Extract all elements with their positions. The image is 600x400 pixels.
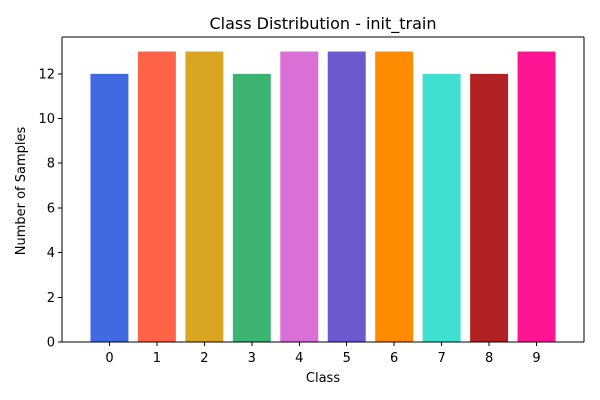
x-tick-label-7: 7 [437, 351, 445, 366]
x-tick-label-8: 8 [485, 351, 493, 366]
x-axis-label: Class [306, 371, 340, 386]
x-tick-label-4: 4 [295, 351, 303, 366]
x-tick-label-9: 9 [532, 351, 540, 366]
bar-class-4 [280, 51, 319, 343]
bar-class-7 [422, 73, 461, 343]
bar-class-9 [517, 51, 556, 343]
x-tick-label-0: 0 [105, 351, 113, 366]
bar-class-6 [375, 51, 414, 343]
x-tick-label-2: 2 [200, 351, 208, 366]
y-axis-label: Number of Samples [14, 127, 29, 256]
bar-class-3 [232, 73, 271, 343]
y-tick-label-8: 8 [47, 157, 55, 172]
bar-class-2 [185, 51, 224, 343]
chart-title: Class Distribution - init_train [209, 14, 436, 34]
bar-class-0 [90, 73, 129, 343]
x-tick-label-5: 5 [343, 351, 351, 366]
bar-class-1 [137, 51, 176, 343]
x-tick-label-1: 1 [153, 351, 161, 366]
x-tick-label-3: 3 [248, 351, 256, 366]
bar-class-8 [470, 73, 509, 343]
x-tick-label-6: 6 [390, 351, 398, 366]
y-tick-label-10: 10 [38, 112, 55, 127]
bar-class-5 [327, 51, 366, 343]
y-tick-label-4: 4 [47, 246, 55, 261]
y-tick-label-0: 0 [47, 336, 55, 351]
y-tick-label-6: 6 [47, 201, 55, 216]
y-tick-label-12: 12 [38, 67, 55, 82]
bars-layer [90, 51, 556, 343]
y-tick-label-2: 2 [47, 291, 55, 306]
